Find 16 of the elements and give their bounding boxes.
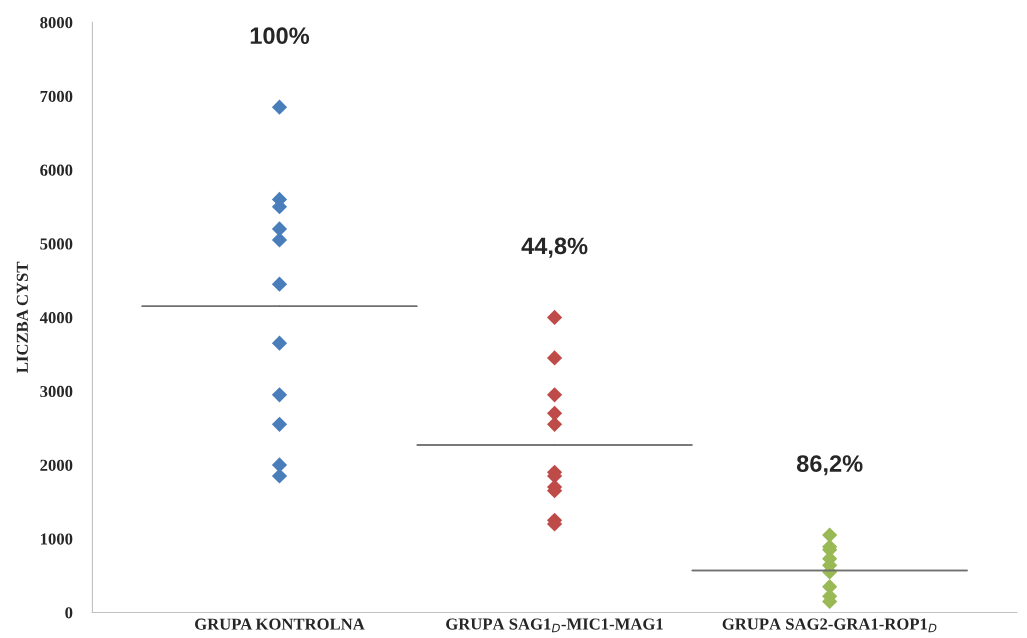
x-tick-label: GRUPA KONTROLNA xyxy=(195,618,365,630)
y-tick-label: 7000 xyxy=(40,90,73,103)
x-tick-label: GRUPA SAG2-GRA1-ROP1$_{D}$ xyxy=(722,618,937,633)
annotation: 86,2% xyxy=(796,455,863,476)
y-tick-label: 1000 xyxy=(40,533,73,545)
y-tick-label: 6000 xyxy=(40,164,73,176)
annotation: 44,8% xyxy=(521,237,588,258)
annotation: 100% xyxy=(250,27,310,45)
y-tick-label: 0 xyxy=(65,607,73,619)
y-tick-label: 4000 xyxy=(39,312,73,324)
y-tick-label: 2000 xyxy=(40,459,73,471)
y-tick-label: 3000 xyxy=(40,385,73,398)
y-axis-title: LICZBA CYST xyxy=(16,261,28,373)
y-tick-label: 5000 xyxy=(40,238,73,250)
y-tick-label: 8000 xyxy=(40,17,73,29)
x-tick-label: GRUPA SAG1$_{D}$-MIC1-MAG1 xyxy=(446,618,663,633)
